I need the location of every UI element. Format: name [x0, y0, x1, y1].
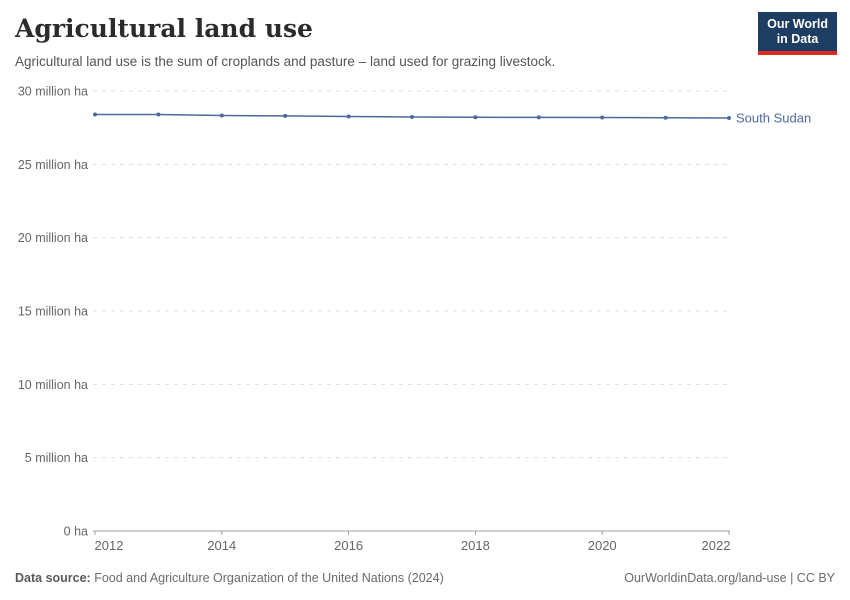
data-source-label: Data source: [15, 571, 91, 585]
data-point-2016[interactable] [346, 114, 351, 119]
data-point-2017[interactable] [410, 114, 414, 119]
y-axis-tick-label: 10 million ha [18, 378, 88, 392]
data-point-2013[interactable] [156, 112, 161, 117]
x-axis-tick-label: 2022 [702, 538, 731, 553]
data-point-2019[interactable] [536, 115, 541, 120]
page-title: Agricultural land use [15, 14, 313, 43]
data-source: Data source: Food and Agriculture Organi… [15, 570, 444, 586]
owid-logo[interactable]: Our World in Data [758, 12, 837, 55]
series-label[interactable]: South Sudan [736, 110, 811, 125]
data-point-2018[interactable] [473, 115, 478, 120]
data-point-2020[interactable] [600, 115, 605, 120]
x-axis-tick-label: 2012 [95, 538, 124, 553]
x-axis-tick-label: 2018 [461, 538, 490, 553]
y-axis-tick-label: 25 million ha [18, 158, 88, 172]
data-source-text: Food and Agriculture Organization of the… [94, 571, 444, 585]
data-point-2021[interactable] [663, 115, 668, 120]
data-point-2022[interactable] [727, 115, 731, 120]
chart-header: Agricultural land use Agricultural land … [15, 14, 755, 70]
y-axis-tick-label: 20 million ha [18, 231, 88, 245]
owid-license-link[interactable]: OurWorldinData.org/land-use | CC BY [624, 571, 835, 585]
data-point-2014[interactable] [219, 113, 224, 118]
y-axis-tick-label: 15 million ha [18, 305, 88, 319]
x-axis-tick-label: 2020 [588, 538, 617, 553]
line-chart-canvas[interactable]: 0 ha 5 million ha 10 million ha 15 million … [0, 85, 850, 555]
x-axis-tick-label: 2014 [207, 538, 236, 553]
y-axis-tick-label: 30 million ha [18, 85, 88, 99]
data-point-2015[interactable] [283, 113, 288, 118]
owid-logo-line1: Our World [767, 17, 828, 31]
chart-subtitle: Agricultural land use is the sum of crop… [15, 54, 556, 69]
y-axis-tick-label: 5 million ha [25, 451, 88, 465]
data-point-2012[interactable] [93, 112, 97, 117]
chart-footer: Data source: Food and Agriculture Organi… [15, 570, 835, 586]
y-axis-tick-label: 0 ha [64, 525, 88, 539]
x-axis-tick-label: 2016 [334, 538, 363, 553]
owid-logo-line2: in Data [776, 32, 819, 46]
